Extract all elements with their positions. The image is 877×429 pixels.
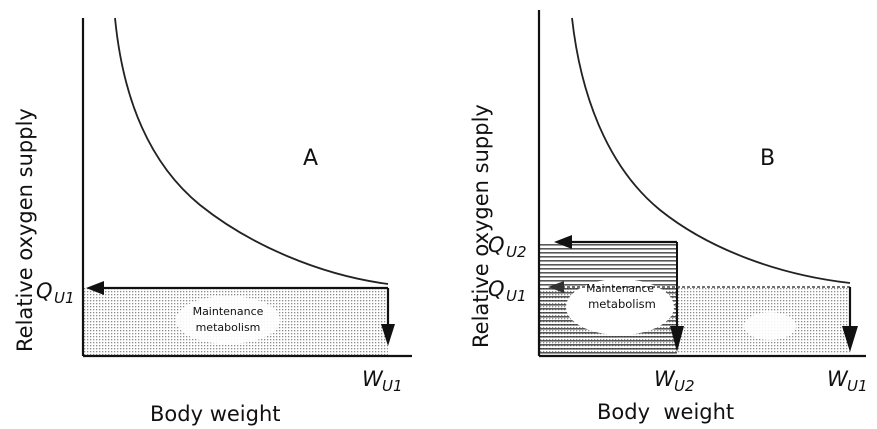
x-axis-label-b: Body weight [597,400,734,424]
panel-a: A Relative oxygen supply Body weight Q U… [13,17,412,426]
panel-b: B Relative oxygen supply Body weight Q U… [469,10,868,424]
arrowhead-w1-b [842,326,858,352]
w-label-a: W [362,367,384,391]
region-label-a-line2: metabolism [196,321,261,334]
maintenance-label-bg-a [176,296,280,344]
oxygen-supply-curve-a [114,17,389,285]
panel-letter-a: A [303,146,318,171]
w1-label-b: W [827,367,849,391]
y-axis-label-b: Relative oxygen supply [469,104,493,348]
w2-sub-b: U2 [674,377,695,395]
x-axis-label-a: Body weight [150,402,281,426]
q1-label-b: Q [488,277,505,301]
q1-sub-b: U1 [506,287,527,305]
arrowhead-w-a [381,324,395,346]
region-label-b-line1: Maintenance [586,283,654,295]
w-sub-a: U1 [382,377,403,395]
arrowhead-q-a [86,281,104,295]
arrowhead-w2-b [670,326,684,352]
w1-sub-b: U1 [847,377,868,395]
arrowhead-q2-b [554,235,572,249]
q-label-a: Q [36,279,53,303]
q-sub-a: U1 [54,289,75,307]
panel-letter-b: B [760,146,775,171]
q2-label-b: Q [488,233,505,257]
w2-label-b: W [654,367,676,391]
blank-spot-b [744,312,796,340]
q2-sub-b: U2 [506,243,527,261]
region-label-a-line1: Maintenance [193,305,264,318]
y-axis-label-a: Relative oxygen supply [13,108,37,352]
region-label-b-line2: metabolism [588,297,656,311]
arrowhead-q1-b [548,281,564,293]
oxygen-supply-curve-b [571,17,851,284]
maintenance-label-bg-b [566,279,674,335]
